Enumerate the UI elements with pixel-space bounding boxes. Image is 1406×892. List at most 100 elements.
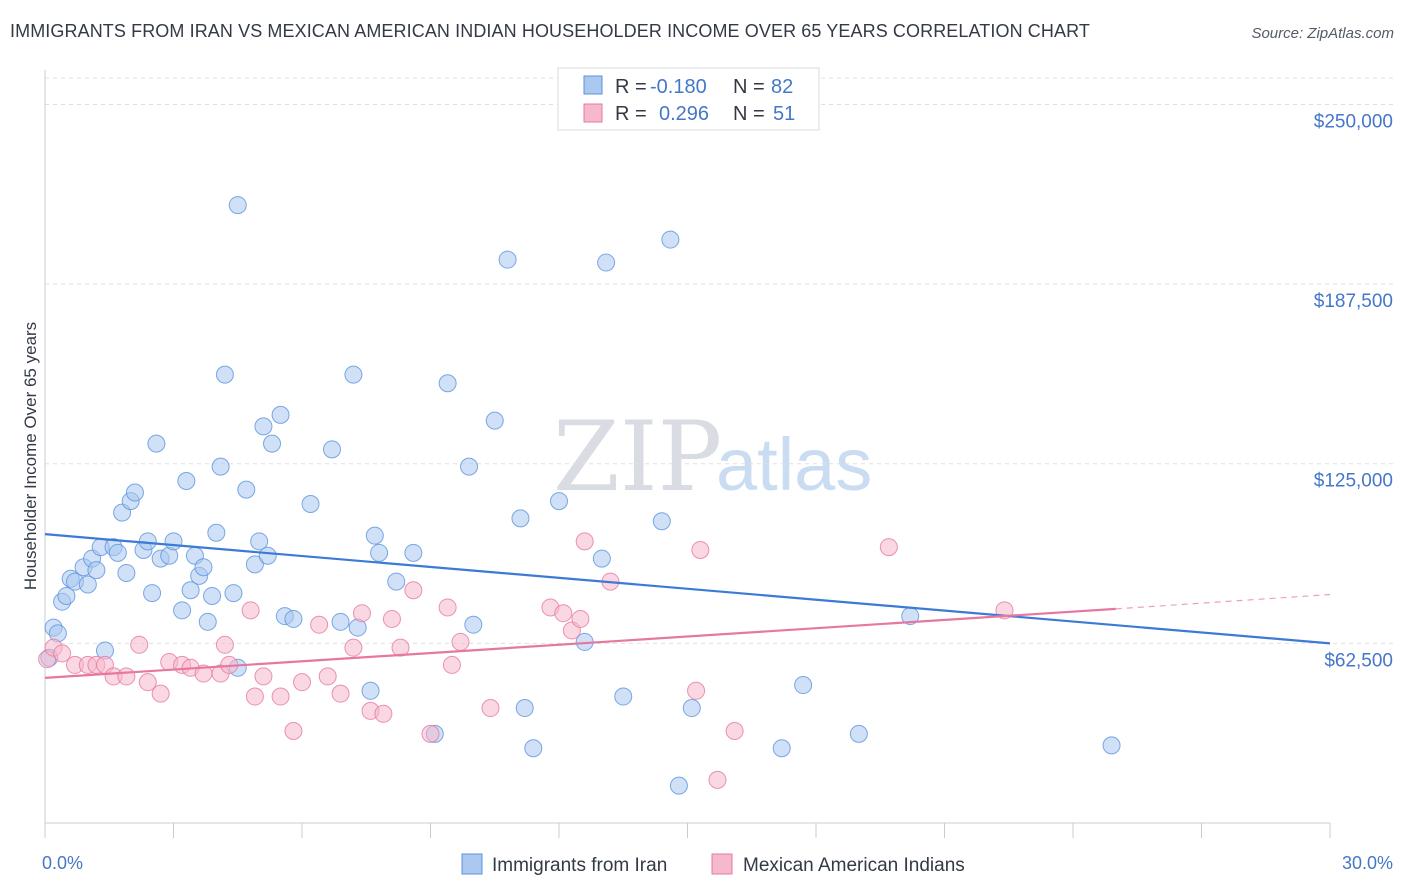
legend-r-value-mexican: 0.296 (659, 103, 709, 125)
mexican-data-point (404, 581, 423, 600)
iran-data-point (301, 494, 320, 513)
y-tick-label: $187,500 (1314, 291, 1393, 312)
mexican-data-point (318, 667, 337, 686)
bottom-legend-swatch-iran (461, 853, 483, 875)
iran-data-point (108, 543, 127, 562)
mexican-data-point (687, 681, 706, 700)
mexican-data-point (481, 699, 500, 718)
iran-data-point (652, 512, 671, 531)
iran-data-point (524, 739, 543, 758)
iran-data-point (207, 523, 226, 542)
mexican-data-point (284, 722, 303, 741)
iran-data-point (592, 549, 611, 568)
mexican-data-point (691, 540, 710, 559)
x-tick-label: 0.0% (42, 853, 83, 873)
iran-data-point (177, 471, 196, 490)
iran-data-point (228, 196, 247, 215)
iran-data-point (181, 581, 200, 600)
mexican-data-point (352, 604, 371, 623)
mexican-data-point (310, 615, 329, 634)
legend-r-value-iran: -0.180 (650, 76, 707, 98)
mexican-data-point (374, 704, 393, 723)
iran-data-point (250, 532, 269, 551)
iran-data-point (498, 250, 517, 269)
iran-data-point (322, 440, 341, 459)
mexican-data-point (271, 687, 290, 706)
iran-data-point (245, 555, 264, 574)
mexican-data-point (575, 532, 594, 551)
iran-data-point (271, 405, 290, 424)
iran-data-point (669, 776, 688, 795)
y-tick-label: $250,000 (1314, 111, 1393, 132)
iran-data-point (78, 575, 97, 594)
mexican-data-point (571, 609, 590, 628)
mexican-data-point (151, 684, 170, 703)
points-layer (38, 196, 1121, 795)
iran-data-point (284, 609, 303, 628)
iran-data-point (1102, 736, 1121, 755)
iran-data-point (361, 681, 380, 700)
iran-data-point (370, 543, 389, 562)
iran-data-point (794, 676, 813, 695)
mexican-data-point (245, 687, 264, 706)
mexican-data-point (438, 598, 457, 617)
trend-layer (44, 533, 1331, 679)
mexican-data-point (391, 638, 410, 657)
legend-swatch-iran (583, 75, 603, 95)
iran-data-point (194, 558, 213, 577)
iran-data-point (772, 739, 791, 758)
iran-data-point (511, 509, 530, 528)
iran-data-point (224, 584, 243, 603)
mexican-data-point (451, 632, 470, 651)
iran-data-point (614, 687, 633, 706)
iran-data-point (117, 563, 136, 582)
y-axis-label: Householder Income Over 65 years (21, 322, 40, 590)
mexican-data-point (708, 770, 727, 789)
mexican-data-point (421, 724, 440, 743)
iran-data-point (464, 615, 483, 634)
iran-data-point (597, 253, 616, 272)
legend-r-label-iran: R = (615, 76, 647, 98)
iran-data-point (849, 724, 868, 743)
mexican-data-point (130, 635, 149, 654)
iran-data-point (682, 699, 701, 718)
bottom-legend: Immigrants from Iran Mexican American In… (461, 853, 965, 876)
iran-data-point (87, 561, 106, 580)
iran-data-point (57, 586, 76, 605)
mexican-data-point (331, 684, 350, 703)
y-tick-label: $125,000 (1314, 471, 1393, 492)
iran-data-point (404, 543, 423, 562)
legend-box: R = -0.180 N = 82 R = 0.296 N = 51 (557, 67, 820, 131)
watermark-atlas: atlas (716, 423, 872, 506)
iran-data-point (365, 526, 384, 545)
iran-data-point (198, 612, 217, 631)
mexican-data-point (117, 667, 136, 686)
iran-data-point (438, 374, 457, 393)
grid-layer: $62,500 $125,000 $187,500 $250,000 (45, 77, 1395, 671)
mexican-data-point (293, 673, 311, 692)
axis-layer: 0.0% 30.0% (42, 70, 1393, 873)
iran-data-point (237, 480, 256, 499)
iran-data-point (211, 457, 230, 476)
iran-data-point (550, 492, 568, 511)
bottom-legend-label-iran: Immigrants from Iran (492, 855, 667, 876)
mexican-trend-extension (1115, 593, 1331, 610)
legend-n-value-iran: 82 (771, 76, 793, 98)
mexican-data-point (382, 609, 401, 628)
mexican-data-point (554, 604, 573, 623)
iran-data-point (485, 411, 504, 430)
mexican-data-point (138, 673, 157, 692)
iran-data-point (661, 230, 680, 249)
iran-data-point (203, 586, 222, 605)
chart-source: Source: ZipAtlas.com (1251, 25, 1394, 42)
legend-n-value-mexican: 51 (773, 103, 795, 125)
iran-data-point (173, 601, 192, 620)
iran-data-point (344, 365, 363, 384)
y-tick-label: $62,500 (1324, 650, 1393, 671)
iran-data-point (460, 457, 479, 476)
iran-data-point (164, 532, 183, 551)
watermark-zip: ZIP (553, 401, 722, 513)
mexican-data-point (879, 538, 898, 557)
iran-data-point (147, 434, 166, 453)
